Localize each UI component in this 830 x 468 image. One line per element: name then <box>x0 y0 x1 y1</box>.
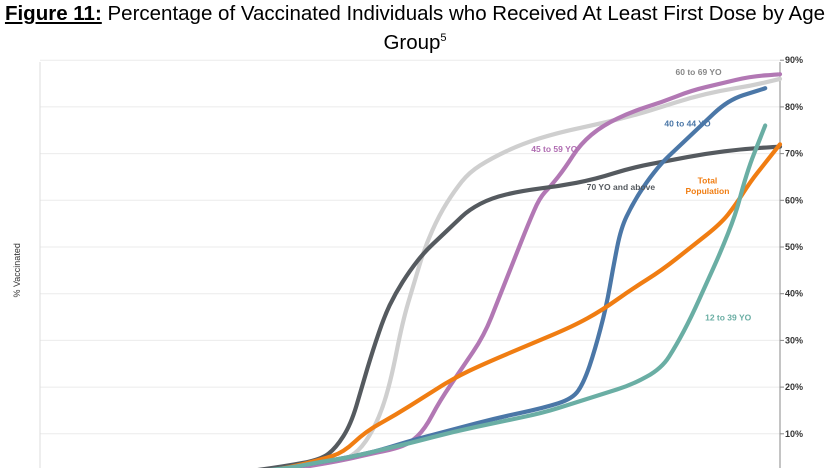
y-tick-label: 40% <box>785 289 803 299</box>
y-tick-label: 80% <box>785 102 803 112</box>
y-tick-label: 70% <box>785 149 803 159</box>
series-line-70-yo-and-above <box>257 144 783 468</box>
series-label: Total <box>698 175 718 185</box>
series-line-40-to-44-yo <box>275 86 768 468</box>
title-line-1: Percentage of Vaccinated Individuals who… <box>107 2 826 25</box>
series-label: 40 to 44 YO <box>664 119 711 129</box>
y-tick-label: 50% <box>785 242 803 252</box>
series-label: 12 to 39 YO <box>705 312 752 322</box>
series-lines <box>257 72 783 468</box>
series-line-12-to-39-yo <box>269 123 768 468</box>
title-line-2-text: Group <box>383 31 441 54</box>
series-label: 60 to 69 YO <box>676 67 723 77</box>
title-line-2: Group5 <box>0 26 830 55</box>
footnote-marker: 5 <box>440 32 447 44</box>
figure-label: Figure 11: <box>4 2 102 25</box>
y-tick-label: 20% <box>785 382 803 392</box>
y-axis-ticks: 10% 20% 30% 40% 50% 60% 70% 80% 90% <box>780 55 803 439</box>
series-label: 70 YO and above <box>587 182 656 192</box>
series-label: 45 to 59 YO <box>531 144 578 154</box>
y-tick-label: 60% <box>785 195 803 205</box>
y-tick-label: 10% <box>785 429 803 439</box>
chart-title: Figure 11: Percentage of Vaccinated Indi… <box>0 2 830 55</box>
grid-lines <box>40 59 780 435</box>
y-tick-label: 30% <box>785 335 803 345</box>
y-tick-label: 90% <box>785 55 803 65</box>
series-line-total-population <box>272 142 783 468</box>
y-axis-label: % Vaccinated <box>12 243 22 297</box>
series-label: Population <box>686 186 730 196</box>
series-labels: 60 to 69 YO 45 to 59 YO 70 YO and above 40 … <box>531 67 751 322</box>
